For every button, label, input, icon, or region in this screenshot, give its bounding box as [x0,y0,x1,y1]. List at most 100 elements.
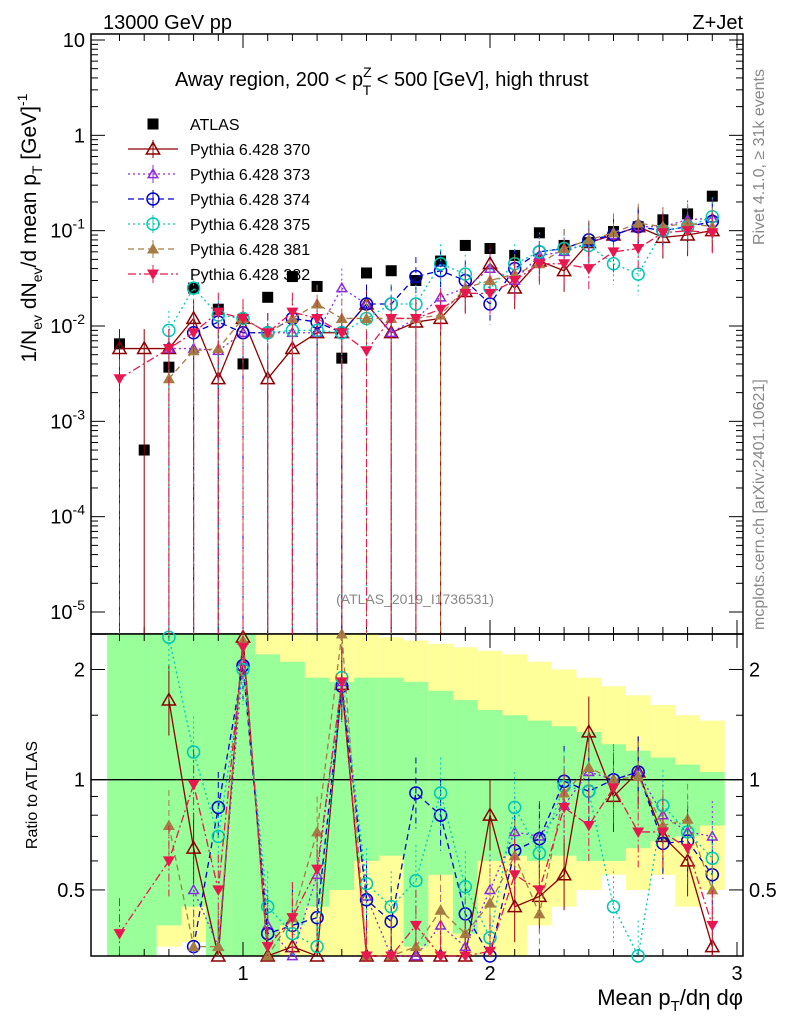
stat-uncertainty-band [378,677,404,856]
legend-label: Pythia 6.428 381 [190,242,310,259]
data-point [335,328,348,339]
ratio-data-point [409,920,422,932]
main-y-tick-label: 10-1 [50,216,85,243]
legend-marker [145,140,161,155]
data-point [558,259,571,270]
ratio-data-point [533,830,546,841]
ratio-data-point [704,938,721,953]
legend-marker [147,269,159,280]
legend-marker [147,118,159,130]
x-tick-label: 3 [731,963,742,985]
data-point [607,247,620,258]
ratio-data-point [582,820,595,832]
ratio-data-point [335,677,348,688]
legend-entry: Pythia 6.428 374 [128,190,310,209]
ratio-data-point [458,880,473,894]
ratio-data-point [211,829,226,844]
x-tick-label: 2 [484,963,495,985]
data-point [385,313,398,325]
data-point [706,228,719,239]
ratio-data-point [309,947,325,962]
data-point [582,233,595,245]
legend-entry: Pythia 6.428 381 [128,240,310,259]
ratio-data-point [506,898,523,913]
ratio-data-point [409,949,422,961]
analysis-id: (ATLAS_2019_I1736531) [336,591,494,607]
ratio-data-point [186,745,201,759]
ratio-data-point [631,949,645,963]
ratio-data-point [632,770,645,782]
data-point [409,313,422,325]
ratio-data-point [212,940,225,952]
data-point [360,312,373,323]
ratio-y-tick-label-right: 1 [749,770,760,792]
legend-marker [146,192,160,206]
data-point [212,307,225,319]
series-line [119,230,713,380]
ratio-y-tick-label-left: 2 [74,659,85,681]
data-point [361,267,372,279]
ratio-y-tick-label-right: 2 [749,659,760,681]
data-point [484,288,496,300]
data-point [582,264,595,275]
ratio-data-point [385,951,398,962]
ratio-data-point [311,864,324,876]
ratio-series-line [118,647,713,957]
legend-entry: Pythia 6.428 373 [128,165,310,184]
data-point [656,228,669,239]
ratio-series-line [192,665,713,958]
ratio-data-point [607,783,620,794]
data-point [186,281,201,295]
ratio-data-point [259,947,276,962]
legend-label: Pythia 6.428 370 [190,142,310,159]
ratio-content [113,628,721,963]
ratio-data-point [607,773,620,785]
ratio-data-point [508,870,521,881]
legend-entry: Pythia 6.428 382 [128,265,310,284]
ratio-data-point [507,800,522,815]
ratio-data-point [706,883,719,895]
data-point [632,217,645,228]
ratio-data-point [286,949,299,961]
ratio-data-point [484,946,496,958]
ratio-data-point [212,885,225,896]
ratio-y-tick-label-left: 0.5 [57,880,85,902]
process-label: Z+Jet [692,12,743,34]
ratio-data-point [187,780,200,791]
ratio-data-point [384,899,398,914]
data-point [261,328,274,339]
legend-marker [146,217,160,231]
stat-uncertainty-band [107,634,132,956]
data-point [286,307,299,319]
ratio-data-point [533,885,546,896]
ratio-data-point [681,843,694,855]
main-y-tick-label: 10-3 [50,406,85,433]
ratio-data-point [508,849,521,861]
data-point [262,291,274,303]
data-point [433,256,448,271]
ratio-y-axis-label: Ratio to ATLAS [24,741,41,849]
data-point [706,190,718,202]
ratio-data-point [311,825,324,837]
ratio-data-point [310,939,324,954]
data-point [533,259,546,270]
ratio-data-point [656,827,669,838]
data-point [681,226,694,237]
rivet-label: Rivet 4.1.0, ≥ 31k events [751,69,768,245]
data-point [286,271,298,283]
data-point [632,244,645,255]
data-point [237,313,249,325]
ratio-data-point [482,807,498,821]
ratio-series-pythia-6-428-382 [113,634,719,962]
ratio-bands [91,634,743,956]
legend-entry: Pythia 6.428 370 [128,140,310,159]
legend-label: ATLAS [190,117,240,134]
ratio-data-point [113,929,126,940]
x-tick-label: 1 [237,963,248,985]
ratio-data-point [706,920,719,932]
legend-label: Pythia 6.428 373 [190,167,310,184]
ratio-data-point [187,940,200,952]
ratio-data-point [556,866,572,881]
ratio-data-point [459,951,472,962]
